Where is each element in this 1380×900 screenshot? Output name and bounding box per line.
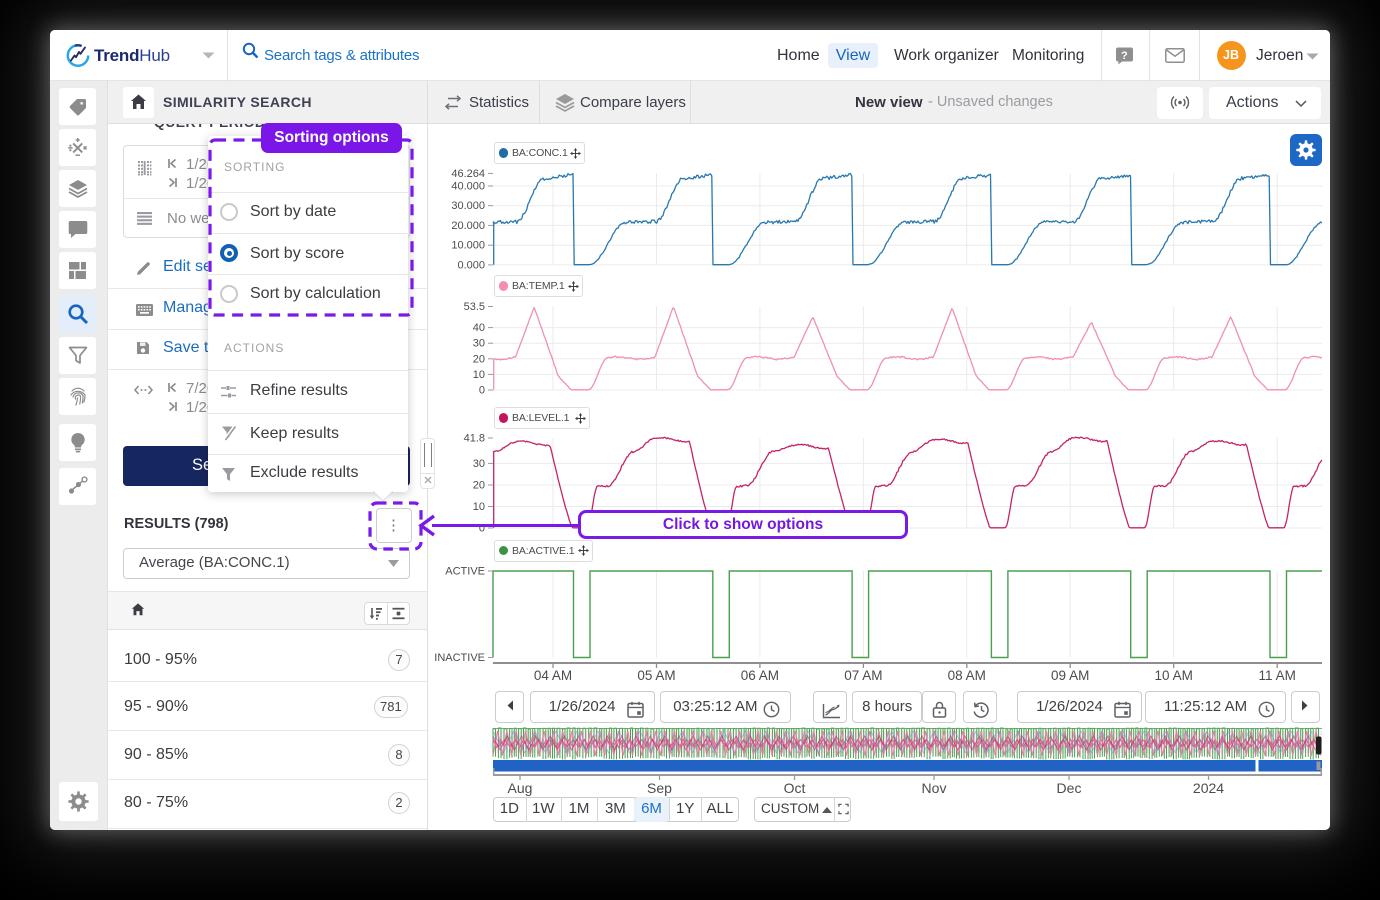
svg-text:INACTIVE: INACTIVE (434, 652, 485, 664)
svg-text:04 AM: 04 AM (534, 668, 572, 683)
svg-text:Oct: Oct (784, 780, 806, 796)
svg-text:Sep: Sep (647, 780, 672, 796)
svg-text:09 AM: 09 AM (1051, 668, 1089, 683)
svg-text:Nov: Nov (922, 780, 947, 796)
svg-text:20: 20 (473, 353, 485, 365)
svg-text:?: ? (1121, 50, 1128, 62)
svg-text:10: 10 (473, 501, 485, 513)
svg-text:30: 30 (473, 338, 485, 350)
svg-text:20.000: 20.000 (451, 220, 485, 232)
svg-text:ACTIVE: ACTIVE (445, 566, 485, 578)
svg-text:0.000: 0.000 (457, 259, 485, 271)
svg-text:30.000: 30.000 (451, 200, 485, 212)
svg-text:10.000: 10.000 (451, 240, 485, 252)
svg-text:40: 40 (473, 322, 485, 334)
svg-text:08 AM: 08 AM (948, 668, 986, 683)
svg-text:11 AM: 11 AM (1259, 668, 1296, 683)
svg-text:06 AM: 06 AM (741, 668, 779, 683)
svg-text:46.264: 46.264 (451, 168, 485, 180)
svg-text:53.5: 53.5 (464, 301, 485, 313)
svg-text:Dec: Dec (1057, 780, 1082, 796)
svg-text:20: 20 (473, 480, 485, 492)
svg-text:10 AM: 10 AM (1155, 668, 1193, 683)
svg-text:2024: 2024 (1193, 780, 1224, 796)
svg-text:10: 10 (473, 369, 485, 381)
svg-text:07 AM: 07 AM (844, 668, 882, 683)
svg-text:Aug: Aug (508, 780, 533, 796)
svg-text:05 AM: 05 AM (637, 668, 675, 683)
svg-text:41.8: 41.8 (464, 433, 485, 445)
svg-text:0: 0 (479, 385, 485, 397)
svg-text:40.000: 40.000 (451, 181, 485, 193)
svg-text:30: 30 (473, 458, 485, 470)
